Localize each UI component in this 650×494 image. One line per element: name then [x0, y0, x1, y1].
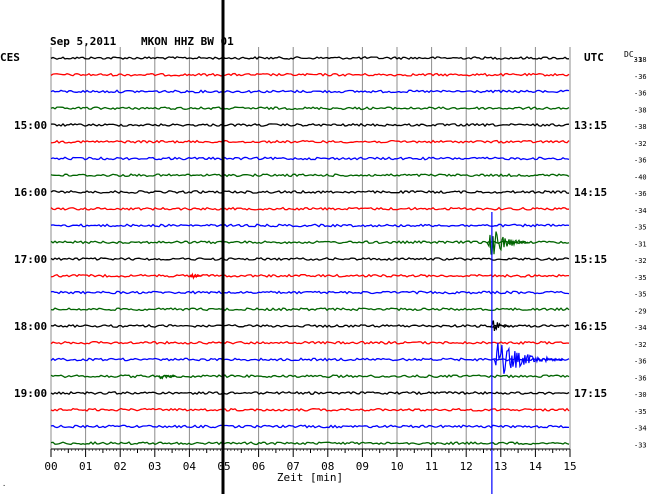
- dc-offset-label: -38: [634, 106, 647, 114]
- trace-lines: [50, 55, 570, 446]
- trace-line: [50, 72, 570, 77]
- dc-offset-label: -36: [634, 190, 647, 198]
- dc-label-text: DC: [624, 50, 634, 59]
- x-tick-label: 04: [183, 460, 197, 473]
- dc-offset-label: -38: [634, 56, 647, 64]
- x-tick-label: 13: [494, 460, 507, 473]
- event-waveform: [158, 374, 176, 380]
- dc-offset-label: -38: [634, 123, 647, 131]
- x-tick-label: 00: [44, 460, 57, 473]
- trace-line: [50, 290, 570, 295]
- left-time-label: 15:00: [14, 119, 47, 132]
- x-tick-label: 08: [321, 460, 334, 473]
- trace-line: [50, 374, 570, 379]
- dc-label: DC31: [624, 49, 643, 64]
- x-tick-label: 05: [217, 460, 230, 473]
- trace-line: [50, 173, 570, 178]
- event-waveform: [486, 231, 529, 256]
- right-timezone-label: UTC: [584, 51, 604, 64]
- trace-line: [50, 424, 570, 429]
- left-time-label: 19:00: [14, 387, 47, 400]
- dc-offset-label: -34: [634, 324, 647, 332]
- left-time-label: 18:00: [14, 320, 47, 333]
- trace-line: [50, 257, 570, 261]
- left-time-label: 16:00: [14, 186, 47, 199]
- left-time-label: 17:00: [14, 253, 47, 266]
- dc-offset-label: -36: [634, 90, 647, 98]
- trace-line: [50, 240, 570, 245]
- trace-line: [50, 156, 570, 161]
- event-waveform: [490, 320, 511, 332]
- axis-labels: 00 01 02 03 04 05 06 07 08 09 10 11 12 13 14 15 Zeit [mi…: [2, 56, 647, 488]
- x-tick-label: 01: [79, 460, 92, 473]
- dc-label-sub: 31: [633, 56, 643, 64]
- dc-offset-label: -30: [634, 391, 647, 399]
- dc-offset-label: -36: [634, 157, 647, 165]
- right-time-label: 13:15: [574, 119, 607, 132]
- trace-line: [50, 307, 570, 312]
- left-timezone-label: CES: [0, 51, 20, 64]
- trace-line: [50, 407, 570, 412]
- trace-line: [50, 340, 570, 345]
- dc-offset-label: -36: [634, 374, 647, 382]
- dc-offset-label: -36: [634, 358, 647, 366]
- x-tick-label: 12: [460, 460, 473, 473]
- header-station: MKON HHZ BW 01: [141, 35, 234, 48]
- event-waveform: [189, 272, 203, 280]
- right-time-label: 16:15: [574, 320, 607, 333]
- dc-offset-label: -32: [634, 140, 647, 148]
- dc-offset-label: -40: [634, 173, 647, 181]
- dc-offset-label: -31: [634, 240, 647, 248]
- trace-line: [50, 273, 569, 278]
- x-tick-label: 15: [563, 460, 576, 473]
- dc-offset-label: -35: [634, 291, 647, 299]
- x-tick-label: 03: [148, 460, 161, 473]
- x-tick-label: 10: [390, 460, 403, 473]
- x-tick-label: 07: [287, 460, 300, 473]
- trace-line: [50, 223, 570, 228]
- trace-line: [50, 323, 570, 329]
- dc-offset-label: -29: [634, 307, 647, 315]
- dc-offset-label: -36: [634, 73, 647, 81]
- dc-offset-label: -35: [634, 224, 647, 232]
- trace-line: [50, 357, 570, 362]
- x-axis-label: Zeit [min]: [277, 471, 343, 484]
- x-tick-label: 11: [425, 460, 438, 473]
- dc-offset-label: -34: [634, 425, 647, 433]
- event-waveform: [493, 342, 564, 374]
- dc-offset-label: -35: [634, 408, 647, 416]
- trace-line: [50, 55, 569, 61]
- right-time-label: 14:15: [574, 186, 607, 199]
- corner-mark: .: [2, 480, 6, 488]
- trace-line: [50, 206, 569, 211]
- x-tick-label: 06: [252, 460, 265, 473]
- right-time-label: 15:15: [574, 253, 607, 266]
- right-time-label: 17:15: [574, 387, 607, 400]
- x-tick-label: 02: [114, 460, 127, 473]
- header-date: Sep 5,2011: [50, 35, 117, 48]
- time-marker: [221, 0, 493, 494]
- dc-offset-label: -35: [634, 274, 647, 282]
- trace-line: [50, 189, 570, 195]
- dc-offset-label: -32: [634, 341, 647, 349]
- trace-line: [50, 390, 570, 396]
- dc-offset-label: -32: [634, 257, 647, 265]
- trace-line: [50, 122, 570, 128]
- trace-line: [50, 106, 570, 111]
- trace-line: [50, 441, 570, 446]
- x-tick-label: 09: [356, 460, 369, 473]
- trace-line: [50, 89, 570, 94]
- x-tick-label: 14: [529, 460, 543, 473]
- dc-offset-label: -34: [634, 207, 647, 215]
- trace-line: [50, 139, 570, 144]
- dc-offset-label: -33: [634, 441, 647, 449]
